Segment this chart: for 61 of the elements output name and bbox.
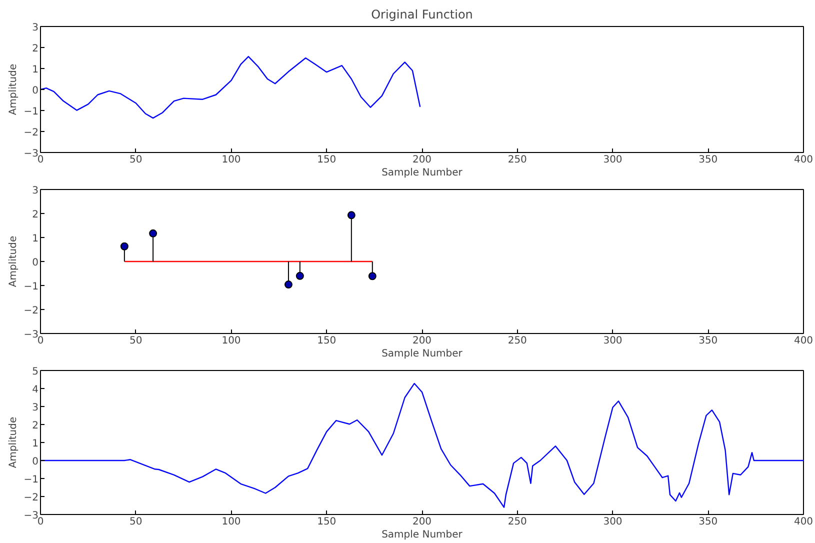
x-tick-label: 350 <box>698 336 718 346</box>
y-tick-label: 0 <box>32 456 39 468</box>
x-tick-label: 350 <box>698 154 718 166</box>
y-tick-label: 2 <box>32 210 39 220</box>
x-tick-label: 400 <box>794 154 814 166</box>
point <box>284 280 292 289</box>
x-tick-label: 50 <box>130 336 142 346</box>
y-tick-label: 1 <box>32 438 39 450</box>
x-tick-label: 300 <box>603 336 622 346</box>
y-tick-label: 2 <box>32 44 39 54</box>
y-tick-label: −1 <box>24 106 39 118</box>
y-tick-label: −3 <box>24 330 39 340</box>
point <box>296 272 304 280</box>
x-tick-label: 300 <box>603 154 622 166</box>
x-tick-label: 300 <box>603 516 622 528</box>
x-tick-label: 100 <box>222 336 241 346</box>
y-tick-label: −2 <box>24 492 39 504</box>
y-tick-label: 1 <box>32 64 39 76</box>
x-tick-label: 150 <box>317 336 336 346</box>
y-tick-label: 0 <box>32 86 39 96</box>
y-tick-label: −2 <box>24 128 39 138</box>
x-axis-title: Sample Number <box>382 348 464 360</box>
y-tick-label: −1 <box>24 282 39 292</box>
y-tick-label: 3 <box>32 186 39 196</box>
x-tick-label: 50 <box>130 516 142 528</box>
y-tick-label: −3 <box>24 510 39 522</box>
x-tick-label: 350 <box>698 516 718 528</box>
x-tick-label: 400 <box>794 516 814 528</box>
x-tick-label: 250 <box>508 516 527 528</box>
y-tick-label: 5 <box>32 366 39 378</box>
y-tick-label: 2 <box>32 420 39 432</box>
y-axis-title: Amplitude <box>8 64 19 116</box>
point <box>368 272 376 280</box>
chart-title: Original Function <box>371 8 473 22</box>
x-tick-label: 250 <box>508 154 527 166</box>
x-tick-label: 250 <box>508 336 527 346</box>
y-tick-label: 4 <box>32 384 39 396</box>
x-tick-label: 100 <box>222 516 241 528</box>
line-series <box>40 56 421 119</box>
point <box>120 242 128 250</box>
y-tick-label: 0 <box>32 258 39 268</box>
x-tick-label: 100 <box>222 154 241 166</box>
y-tick-label: 3 <box>32 22 39 34</box>
x-tick-label: 150 <box>317 154 336 166</box>
y-axis-title: Amplitude <box>8 416 19 468</box>
y-axis-title: Amplitude <box>8 236 19 288</box>
x-axis-title: Sample Number <box>382 530 464 540</box>
y-tick-label: 3 <box>32 402 39 414</box>
y-tick-label: 1 <box>32 234 39 244</box>
point <box>347 211 356 220</box>
x-tick-label: 150 <box>317 516 336 528</box>
x-tick-label: 200 <box>412 336 432 346</box>
x-tick-label: 200 <box>412 516 432 528</box>
y-tick-label: −2 <box>24 306 39 316</box>
x-tick-label: 200 <box>412 154 432 166</box>
x-tick-label: 400 <box>794 336 814 346</box>
point <box>149 229 158 238</box>
y-tick-label: −3 <box>24 148 39 160</box>
y-tick-label: −1 <box>24 474 39 486</box>
x-tick-label: 50 <box>130 154 142 166</box>
x-axis-title: Sample Number <box>382 168 464 178</box>
